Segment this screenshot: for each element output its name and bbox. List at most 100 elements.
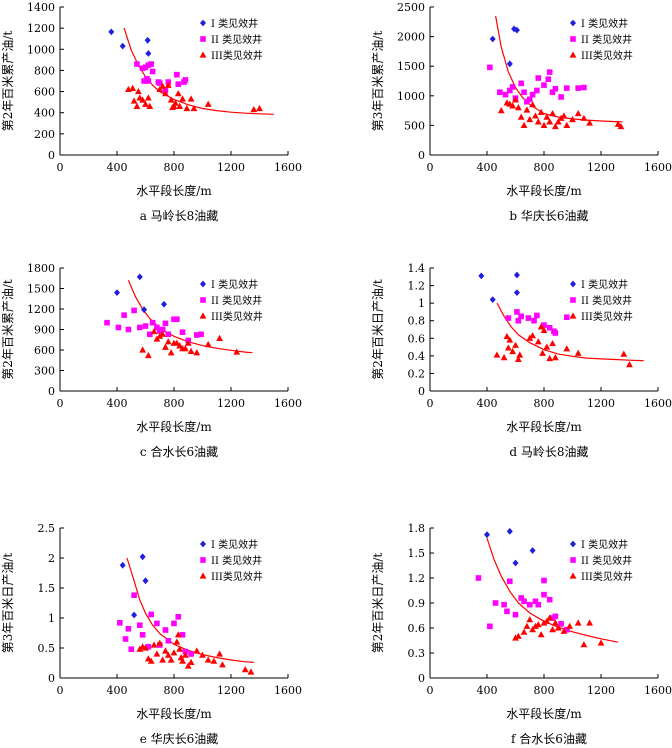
panel-caption: d 马岭长8油藏 xyxy=(509,445,588,459)
legend-label: I 类见效井 xyxy=(211,278,258,291)
data-point-type1 xyxy=(131,611,138,619)
data-point-type2 xyxy=(148,61,154,67)
data-point-type3 xyxy=(210,657,218,664)
legend-marker xyxy=(200,540,206,548)
x-tick-label: 400 xyxy=(477,684,498,697)
data-point-type2 xyxy=(552,613,559,620)
legend-marker xyxy=(570,557,576,563)
x-tick-label: 1200 xyxy=(217,397,245,410)
data-point-type2 xyxy=(507,578,513,585)
data-point-type3 xyxy=(179,657,186,664)
y-tick-label: 0.2 xyxy=(408,367,426,380)
data-point-type1 xyxy=(145,50,152,57)
data-point-type2 xyxy=(139,632,146,638)
data-point-type2 xyxy=(149,319,156,326)
x-tick-label: 800 xyxy=(164,684,185,697)
legend-label: I 类见效井 xyxy=(581,538,628,551)
data-point-type2 xyxy=(532,598,539,605)
data-point-type3 xyxy=(170,649,178,656)
data-point-type3 xyxy=(580,114,588,121)
x-axis-title: 水平段长度/m xyxy=(506,183,582,198)
data-point-type2 xyxy=(501,601,507,608)
data-point-type2 xyxy=(121,312,127,318)
data-point-type3 xyxy=(142,644,149,651)
data-point-type2 xyxy=(534,87,540,94)
data-point-type3 xyxy=(574,619,582,626)
data-point-type3 xyxy=(626,361,633,368)
y-tick-label: 2 xyxy=(48,552,55,565)
data-point-type2 xyxy=(534,312,540,319)
data-point-type2 xyxy=(149,68,156,75)
data-point-type2 xyxy=(514,309,520,315)
data-point-type3 xyxy=(539,349,546,356)
y-tick-label: 0 xyxy=(418,385,425,398)
data-point-type3 xyxy=(549,626,556,633)
legend-label: I 类见效井 xyxy=(581,17,628,30)
data-point-type3 xyxy=(546,614,554,621)
data-point-type3 xyxy=(134,87,142,95)
data-point-type2 xyxy=(521,598,527,605)
data-point-type1 xyxy=(136,273,143,281)
data-point-type2 xyxy=(535,75,542,81)
data-point-type2 xyxy=(175,614,182,620)
data-point-type2 xyxy=(518,80,524,87)
y-tick-label: 1000 xyxy=(27,43,55,56)
data-point-type3 xyxy=(526,616,534,623)
data-point-type3 xyxy=(233,348,241,355)
y-tick-label: 0 xyxy=(48,672,55,685)
data-point-type2 xyxy=(564,626,570,633)
trend-line xyxy=(495,15,623,123)
data-point-type2 xyxy=(507,87,513,94)
legend-marker xyxy=(570,36,576,42)
y-tick-label: 1500 xyxy=(27,283,55,296)
legend-marker xyxy=(200,19,206,27)
y-tick-label: 0.9 xyxy=(408,597,426,610)
legend-label: III类见效井 xyxy=(211,310,263,323)
data-point-type3 xyxy=(516,351,524,358)
data-point-type3 xyxy=(534,338,542,345)
data-point-type3 xyxy=(167,349,175,356)
data-point-type3 xyxy=(549,339,556,347)
y-tick-label: 2500 xyxy=(397,1,425,14)
x-tick-label: 400 xyxy=(107,161,128,174)
y-tick-label: 0.6 xyxy=(408,332,426,345)
data-point-type1 xyxy=(513,26,520,34)
x-tick-label: 1200 xyxy=(217,161,245,174)
x-tick-label: 0 xyxy=(57,684,64,697)
data-point-type3 xyxy=(552,122,559,130)
y-tick-label: 1.2 xyxy=(408,572,426,585)
data-point-type3 xyxy=(493,351,501,358)
data-point-type3 xyxy=(549,109,556,117)
x-tick-label: 800 xyxy=(534,161,555,174)
data-point-type2 xyxy=(165,331,172,338)
data-point-type2 xyxy=(128,646,135,652)
legend-label: III类见效井 xyxy=(581,570,633,583)
data-point-type3 xyxy=(563,345,571,352)
x-tick-label: 1600 xyxy=(274,684,302,697)
legend-label: III类见效井 xyxy=(211,49,263,62)
data-point-type1 xyxy=(506,527,513,535)
x-tick-label: 400 xyxy=(477,397,498,410)
x-tick-label: 400 xyxy=(107,684,128,697)
data-point-type3 xyxy=(204,340,212,348)
y-tick-label: 0.5 xyxy=(38,642,56,655)
y-tick-label: 0 xyxy=(418,672,425,685)
data-point-type1 xyxy=(119,42,126,50)
data-point-type3 xyxy=(509,102,517,109)
data-point-type3 xyxy=(543,113,551,120)
data-point-type3 xyxy=(172,99,179,106)
data-point-type3 xyxy=(176,342,184,349)
x-tick-label: 1600 xyxy=(274,161,302,174)
data-point-type2 xyxy=(154,324,160,331)
legend-label: II 类见效井 xyxy=(581,33,632,46)
legend-label: III类见效井 xyxy=(581,49,633,62)
legend-marker xyxy=(569,51,577,58)
data-point-type2 xyxy=(175,81,182,87)
data-point-type2 xyxy=(146,331,153,338)
data-point-type3 xyxy=(517,113,525,120)
data-point-type2 xyxy=(546,324,553,331)
y-tick-label: 1000 xyxy=(397,90,425,103)
data-point-type3 xyxy=(520,628,528,635)
